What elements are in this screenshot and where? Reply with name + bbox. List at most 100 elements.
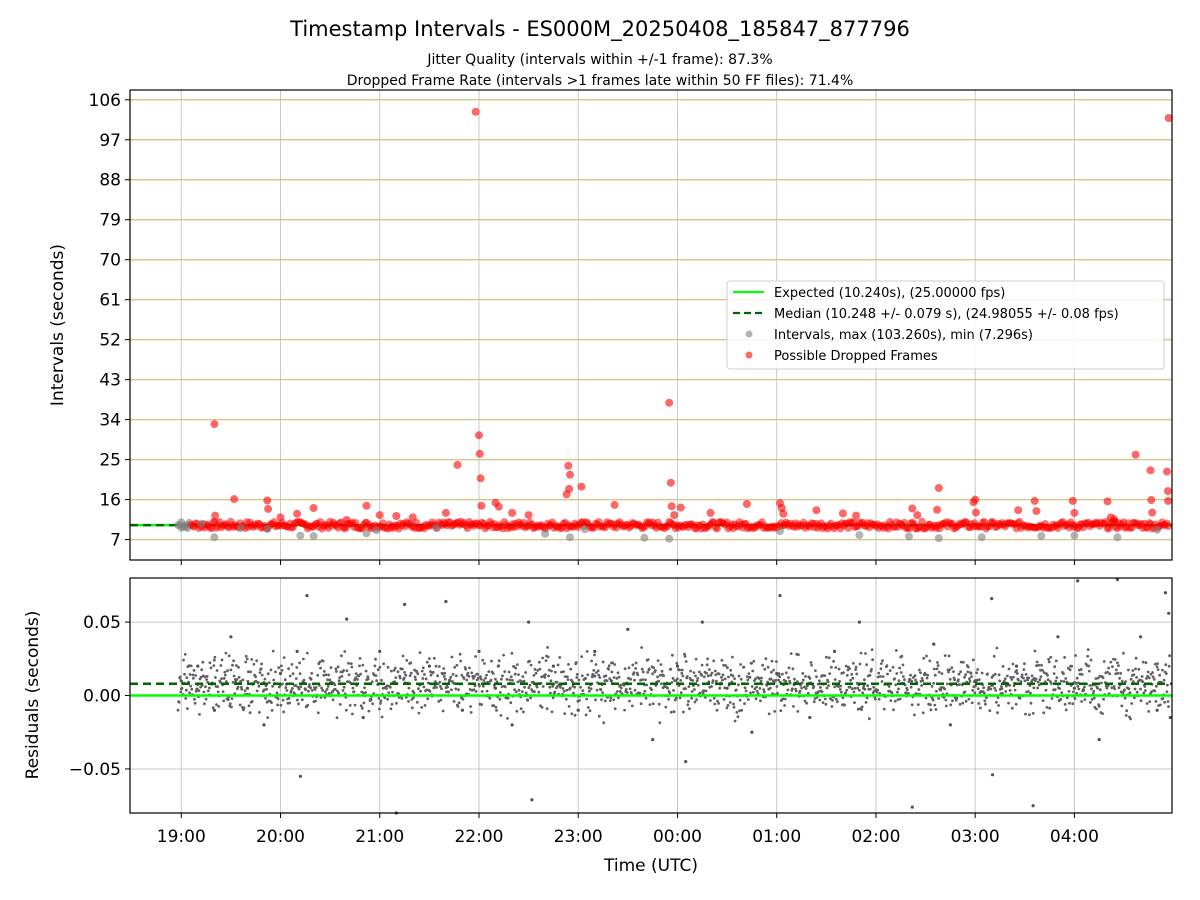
- residual-point: [1145, 702, 1149, 705]
- residual-point: [1114, 668, 1118, 672]
- residual-point: [507, 670, 511, 674]
- residual-point: [916, 703, 920, 706]
- legend-dropped-swatch: [745, 351, 753, 359]
- residual-point: [470, 671, 474, 675]
- residual-point: [657, 679, 661, 683]
- residual-point: [482, 679, 486, 682]
- residual-point: [1000, 687, 1004, 691]
- residual-point: [996, 711, 999, 715]
- residual-point: [357, 674, 361, 678]
- residual-point: [1107, 666, 1110, 670]
- residual-point: [712, 696, 716, 700]
- residual-point: [316, 711, 320, 715]
- residual-point: [726, 666, 729, 670]
- residual-point: [1111, 665, 1114, 668]
- residual-point: [593, 649, 597, 654]
- residual-point: [523, 685, 526, 689]
- interval-point: [210, 533, 219, 542]
- residual-point: [1072, 686, 1076, 690]
- residual-point: [1059, 698, 1063, 701]
- dropped-frame-point: [610, 500, 619, 509]
- residual-point: [608, 677, 612, 680]
- residual-point: [713, 702, 717, 706]
- residual-point: [830, 705, 834, 708]
- residual-point: [362, 691, 365, 695]
- residual-point: [650, 688, 653, 692]
- residual-point: [679, 691, 683, 695]
- residual-point: [1071, 702, 1075, 706]
- residual-point: [481, 684, 485, 688]
- residual-point: [1068, 701, 1071, 705]
- subtitle-dropped: Dropped Frame Rate (intervals >1 frames …: [347, 73, 854, 89]
- residual-point: [681, 674, 685, 678]
- residual-point: [1102, 660, 1106, 663]
- residual-point: [259, 667, 263, 671]
- residual-point: [1158, 673, 1162, 677]
- residual-point: [843, 703, 846, 707]
- residual-point: [751, 669, 755, 673]
- residual-point: [345, 669, 349, 673]
- residual-point: [380, 715, 384, 719]
- dropped-frame-point: [1163, 467, 1171, 476]
- residual-point: [859, 651, 863, 655]
- residual-point: [641, 670, 645, 674]
- dropped-frame-point: [713, 524, 721, 533]
- residual-point: [378, 665, 382, 669]
- residual-point: [863, 687, 867, 691]
- residual-point: [894, 649, 898, 652]
- residual-point: [178, 675, 182, 679]
- residual-point: [481, 658, 485, 662]
- residual-point: [1090, 687, 1093, 691]
- residual-point: [986, 688, 990, 692]
- residual-point: [267, 681, 271, 684]
- residual-point: [962, 660, 965, 664]
- residual-point: [743, 702, 746, 705]
- dropped-frame-point: [934, 484, 943, 492]
- residual-point: [1062, 680, 1066, 683]
- residual-point: [896, 690, 899, 694]
- residual-point: [382, 662, 386, 666]
- dropped-frame-point: [665, 398, 674, 407]
- residual-point: [265, 687, 268, 691]
- residual-point: [202, 690, 206, 694]
- dropped-frame-point: [392, 512, 401, 520]
- x-tick-label: 02:00: [851, 827, 900, 847]
- residual-point: [834, 698, 838, 701]
- residual-point: [324, 673, 328, 677]
- residual-point: [784, 679, 788, 683]
- residual-point: [374, 674, 378, 677]
- x-tick-label: 22:00: [454, 827, 503, 847]
- residual-point: [1023, 679, 1027, 683]
- residual-point: [456, 705, 460, 708]
- residual-point: [718, 686, 722, 690]
- residual-point: [483, 662, 486, 665]
- x-tick-label: 20:00: [256, 827, 305, 847]
- intervals-y-tick-label: 43: [99, 371, 121, 391]
- residual-point: [700, 673, 703, 677]
- residual-point: [1074, 654, 1077, 657]
- residual-point: [429, 673, 433, 677]
- residual-point: [854, 668, 857, 671]
- residual-point: [485, 689, 489, 693]
- residual-point: [919, 671, 922, 675]
- residual-point: [1144, 661, 1148, 665]
- residual-point: [528, 683, 532, 687]
- residual-point: [858, 688, 861, 692]
- interval-point: [566, 533, 574, 542]
- residual-point: [598, 676, 602, 679]
- intervals-y-tick-label: 34: [99, 411, 121, 431]
- residual-point: [575, 673, 579, 676]
- residual-point: [896, 698, 900, 701]
- residual-point: [495, 709, 498, 712]
- residual-point: [397, 692, 400, 695]
- dropped-frame-point: [706, 508, 715, 517]
- residual-point: [833, 678, 837, 681]
- residual-point: [932, 667, 936, 671]
- dropped-frame-point: [1164, 496, 1173, 505]
- residual-point: [245, 657, 249, 661]
- residual-point: [305, 594, 309, 598]
- residual-point: [1133, 687, 1137, 691]
- residual-point: [1024, 712, 1027, 716]
- residual-point: [328, 678, 332, 682]
- residual-point: [668, 691, 672, 695]
